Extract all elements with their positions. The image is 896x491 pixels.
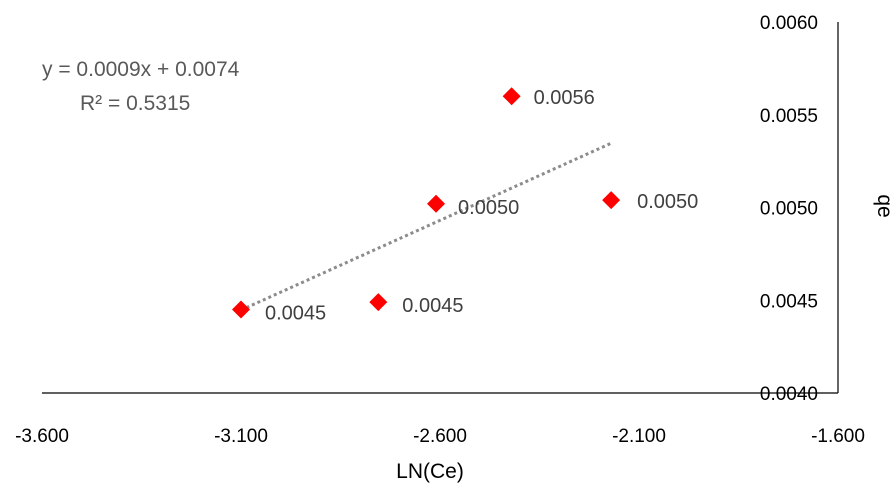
data-label: 0.0050 [637,191,698,213]
data-point-marker [427,194,446,213]
trendline-equation: y = 0.0009x + 0.0074 [42,58,240,81]
data-point-marker [369,293,388,312]
trendline-path [240,141,612,312]
x-tick-label: -3.600 [15,426,69,447]
data-point-marker [502,87,521,106]
y-tick-label: 0.0045 [760,291,818,312]
y-tick-label: 0.0060 [760,13,818,34]
x-tick-label: -3.100 [214,426,268,447]
data-labels: 0.0045 0.0045 0.0050 0.0056 0.0050 [265,87,698,324]
axes: -3.600 -3.100 -2.600 -2.100 -1.600 0.0040 0.00… [15,13,865,447]
y-axis-title: qe [873,194,896,217]
data-point-marker [232,300,250,319]
data-label: 0.0045 [265,303,326,325]
trendline-r-squared: R² = 0.5315 [80,92,190,115]
x-axis-title: LN(Ce) [396,460,464,483]
data-points [232,87,621,319]
y-tick-label: 0.0040 [760,384,818,405]
y-tick-label: 0.0050 [760,199,818,220]
data-label: 0.0056 [534,87,595,109]
y-tick-label: 0.0055 [760,106,818,127]
data-point-marker [602,191,621,210]
data-label: 0.0050 [458,197,519,219]
trendline [240,141,612,312]
x-tick-label: -1.600 [811,426,865,447]
x-tick-label: -2.100 [612,426,666,447]
data-label: 0.0045 [402,295,463,317]
x-tick-label: -2.600 [413,426,467,447]
